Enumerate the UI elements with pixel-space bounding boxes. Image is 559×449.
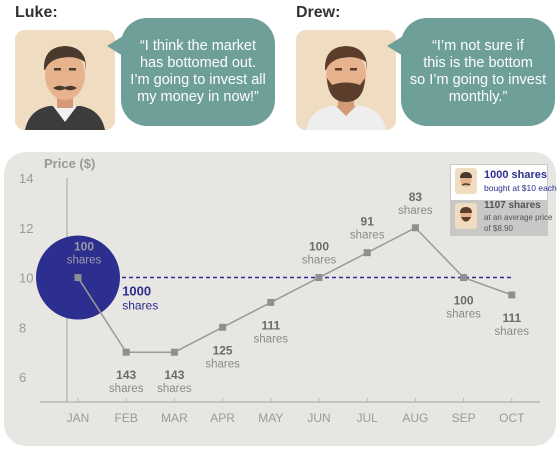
legend-luke-title: 1000 shares — [484, 169, 547, 181]
drew-quote-line: this is the bottom — [423, 55, 533, 71]
drew-quote-line: monthly.” — [448, 89, 508, 105]
drew-quote-line: “I’m not sure if — [432, 38, 524, 54]
luke-avatar — [15, 30, 115, 130]
share-count-label: 100 — [454, 294, 474, 308]
drew-bubble-tail — [387, 36, 403, 56]
share-unit-label: shares — [302, 255, 337, 267]
legend-luke-sub: bought at $10 each — [484, 183, 557, 193]
x-tick-label: MAY — [258, 411, 283, 425]
share-count-label: 125 — [213, 343, 233, 357]
data-point — [411, 224, 419, 232]
share-unit-label: shares — [157, 383, 192, 395]
x-tick-label: OCT — [499, 411, 525, 425]
data-point — [363, 249, 371, 257]
drew-name: Drew: — [296, 4, 341, 21]
x-tick-label: FEB — [115, 411, 138, 425]
legend-drew-sub-1: at an average price — [484, 213, 553, 222]
x-tick-label: AUG — [402, 411, 428, 425]
luke-name: Luke: — [15, 4, 58, 21]
drew-face-icon — [296, 30, 396, 130]
y-tick-label: 14 — [19, 171, 33, 186]
data-point — [170, 348, 178, 356]
data-point — [315, 274, 323, 282]
x-tick-label: JUL — [357, 411, 379, 425]
legend: 1000 shares bought at $10 each 1107 shar… — [450, 164, 557, 236]
share-unit-label: shares — [254, 333, 289, 345]
share-unit-label: shares — [205, 358, 240, 370]
share-count-label: 111 — [261, 318, 280, 332]
x-tick-label: APR — [210, 411, 235, 425]
y-axis-label: Price ($) — [44, 156, 95, 171]
y-tick-label: 12 — [19, 221, 33, 236]
data-point — [74, 274, 82, 282]
data-point — [460, 274, 468, 282]
luke-quote-bubble: “I think the market has bottomed out. I’… — [107, 18, 275, 126]
luke-quote-line: has bottomed out. — [139, 55, 257, 71]
x-tick-label: JAN — [67, 411, 90, 425]
share-unit-label: shares — [350, 230, 385, 242]
reference-label-unit: shares — [122, 299, 158, 313]
reference-label-value: 1000 — [122, 284, 151, 299]
drew-quote-bubble: “I’m not sure if this is the bottom so I… — [387, 18, 555, 126]
luke-quote-line: “I think the market — [139, 38, 257, 54]
share-unit-label: shares — [398, 205, 433, 217]
share-count-label: 111 — [502, 311, 521, 325]
share-count-label: 83 — [409, 190, 423, 204]
price-line — [77, 226, 513, 353]
x-tick-label: JUN — [307, 411, 330, 425]
x-tick-label: MAR — [161, 411, 188, 425]
share-unit-label: shares — [446, 309, 481, 321]
data-point — [267, 298, 275, 306]
y-tick-label: 6 — [19, 370, 26, 385]
y-tick-label: 10 — [19, 271, 33, 286]
share-count-label: 143 — [116, 368, 136, 382]
data-point — [219, 323, 227, 331]
luke-quote-line: my money in now!” — [137, 89, 259, 105]
drew-avatar — [296, 30, 396, 130]
y-tick-label: 8 — [19, 320, 26, 335]
data-point — [122, 348, 130, 356]
share-count-label: 100 — [309, 240, 329, 254]
share-unit-label: shares — [495, 326, 530, 338]
share-count-label: 100 — [74, 240, 94, 254]
share-count-label: 143 — [164, 368, 184, 382]
luke-face-icon — [15, 30, 115, 130]
drew-quote-line: so I’m going to invest — [409, 72, 547, 88]
legend-drew-title: 1107 shares — [484, 200, 541, 211]
legend-drew-sub-2: of $8.90 — [484, 224, 513, 233]
luke-bubble-tail — [107, 36, 123, 56]
data-point — [508, 291, 516, 299]
share-unit-label: shares — [109, 383, 144, 395]
share-count-label: 91 — [361, 215, 375, 229]
luke-quote-line: I’m going to invest all — [130, 72, 266, 88]
share-unit-label: shares — [67, 255, 102, 267]
x-tick-label: SEP — [452, 411, 476, 425]
